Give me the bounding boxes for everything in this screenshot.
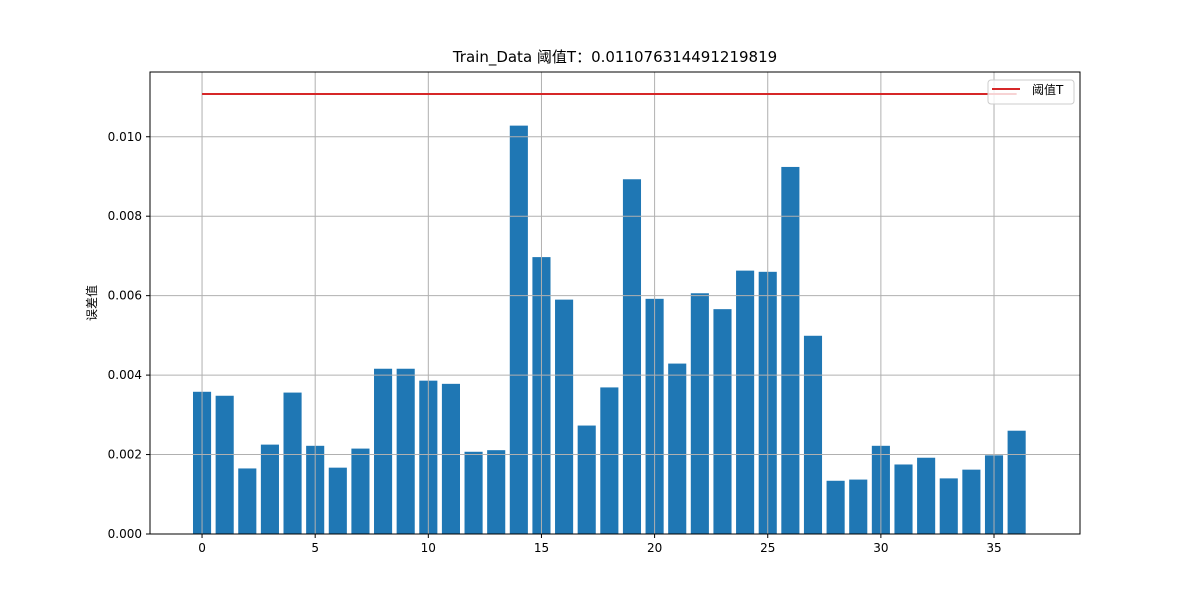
bar (622, 179, 642, 535)
bar (464, 451, 483, 534)
x-tick-label: 20 (647, 541, 662, 555)
bar (736, 270, 755, 534)
bar (962, 469, 981, 534)
bar (555, 299, 574, 534)
bar (917, 457, 936, 534)
bar (283, 392, 302, 534)
bar (441, 383, 460, 534)
bar (781, 166, 800, 534)
bar (668, 363, 687, 534)
x-tick-label: 5 (311, 541, 319, 555)
bar (487, 450, 506, 534)
y-tick-label: 0.000 (108, 527, 142, 541)
bar (1007, 430, 1026, 534)
bar (328, 467, 347, 534)
bar (215, 395, 234, 534)
y-tick-label: 0.002 (108, 448, 142, 462)
legend-label-threshold: 阈值T (1032, 82, 1064, 97)
x-tick-label: 10 (421, 541, 436, 555)
bar (939, 478, 958, 534)
y-tick-label: 0.010 (108, 130, 142, 144)
bar (690, 293, 709, 534)
x-tick-label: 30 (873, 541, 888, 555)
x-tick-label: 25 (760, 541, 775, 555)
x-tick-label: 0 (198, 541, 206, 555)
bar (577, 425, 596, 534)
x-tick-label: 35 (986, 541, 1001, 555)
bar (396, 368, 415, 534)
x-axis-ticks: 0 5 10 15 20 25 30 35 (198, 534, 1002, 555)
axes-frame (149, 71, 1081, 535)
bar (374, 368, 393, 534)
y-tick-label: 0.008 (108, 209, 142, 223)
legend: 阈值T (987, 79, 1075, 105)
bar (894, 464, 913, 534)
legend-box (987, 79, 1075, 105)
y-tick-label: 0.006 (108, 289, 142, 303)
y-axis-ticks: 0.000 0.002 0.004 0.006 0.008 0.010 (108, 130, 150, 541)
bar (713, 309, 732, 534)
bar (600, 387, 619, 534)
chart-title: Train_Data 阈值T：0.011076314491219819 (452, 48, 777, 67)
bar (260, 444, 279, 534)
bar (351, 448, 370, 534)
x-tick-label: 15 (534, 541, 549, 555)
bar (803, 335, 823, 534)
bars (192, 125, 1026, 535)
y-tick-label: 0.004 (108, 368, 142, 382)
bar (238, 468, 257, 534)
bar (509, 125, 528, 535)
bar (849, 479, 868, 534)
bar (826, 480, 845, 534)
y-axis-label: 误差值 (84, 285, 99, 321)
